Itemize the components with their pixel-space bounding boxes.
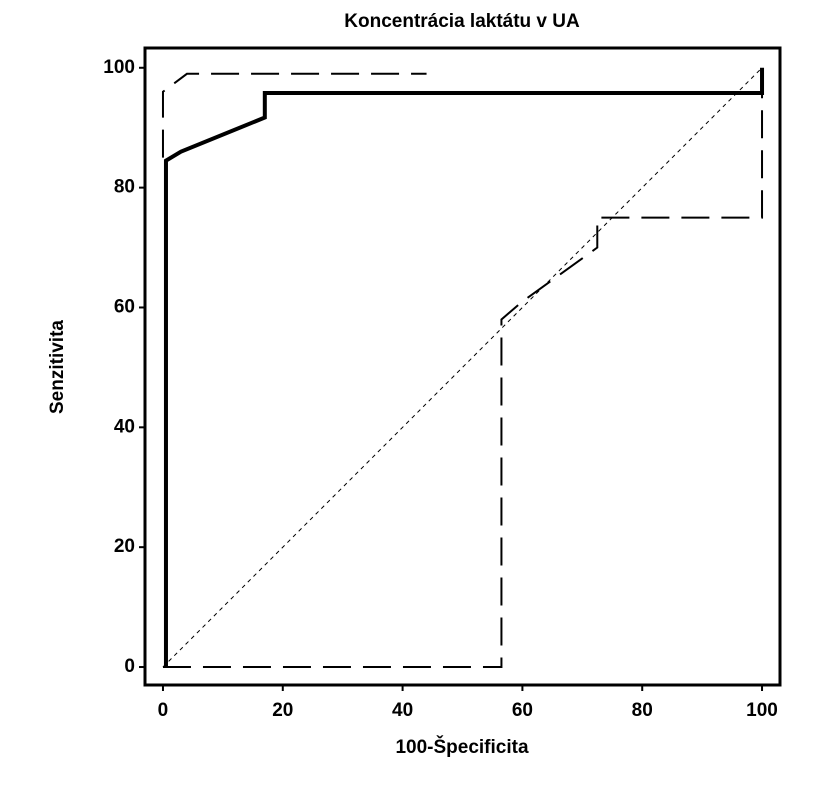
y-tick-label: 0 [124,656,135,677]
x-tick-label: 0 [158,700,169,721]
y-tick-label: 80 [114,177,135,198]
y-tick-label: 100 [103,57,135,78]
y-axis-label: Senzitivita [47,320,68,414]
roc-line [161,72,427,158]
y-tick-label: 40 [114,416,135,437]
roc-line [162,67,764,669]
x-tick-label: 100 [746,700,778,721]
y-tick-label: 60 [114,296,135,317]
roc-line [163,67,765,668]
chart-title: Koncentrácia laktátu v UA [344,11,580,32]
x-axis-label: 100-Špecificita [395,736,528,758]
x-tick-label: 40 [392,700,413,721]
plot-frame [143,46,782,687]
roc-line [162,67,763,668]
x-tick-label: 60 [512,700,533,721]
y-tick-label: 20 [114,536,135,557]
x-tick-label: 20 [272,700,293,721]
x-tick-label: 80 [632,700,653,721]
